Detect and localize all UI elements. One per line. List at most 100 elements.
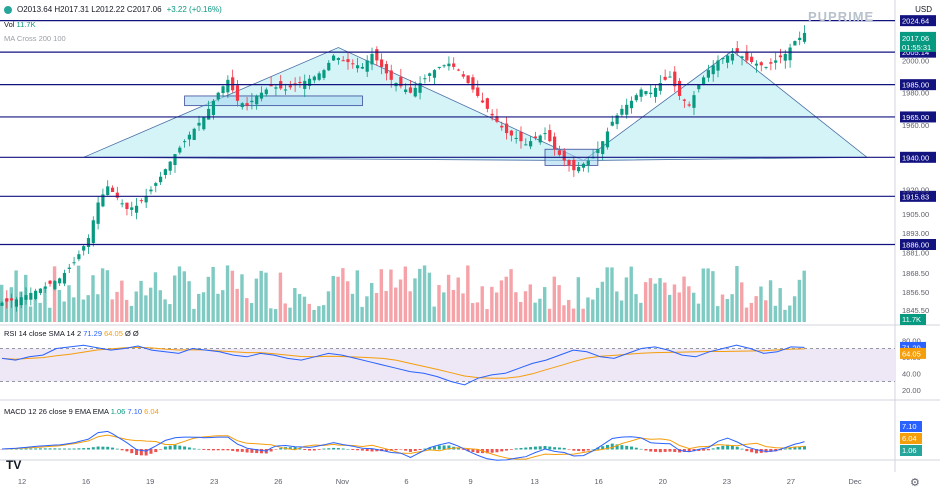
- macd-hist-bar: [197, 448, 201, 450]
- volume-bar: [643, 282, 648, 322]
- macd-hist-bar: [505, 449, 509, 451]
- macd-hist-bar: [495, 449, 499, 453]
- volume-bar: [100, 268, 105, 322]
- candle-body: [14, 299, 19, 307]
- candle-body: [149, 189, 153, 192]
- macd-hist-bar: [29, 448, 33, 450]
- volume-bar: [749, 302, 754, 322]
- candle-body: [682, 99, 686, 101]
- candle-body: [783, 53, 787, 61]
- volume-bar: [528, 284, 532, 322]
- candle-body: [134, 205, 139, 213]
- candle-body: [264, 89, 268, 95]
- currency-label[interactable]: USD: [915, 5, 932, 14]
- macd-legend[interactable]: MACD 12 26 close 9 EMA EMA 1.06 7.10 6.0…: [4, 407, 159, 416]
- candle-body: [701, 77, 706, 85]
- volume-bar: [658, 278, 662, 322]
- macd-badge-label: 7.10: [902, 422, 917, 431]
- gear-icon[interactable]: ⚙: [910, 477, 920, 489]
- volume-bar: [96, 294, 100, 322]
- volume-legend[interactable]: Vol 11.7K: [4, 20, 36, 29]
- volume-bar: [797, 279, 802, 322]
- macd-hist-bar: [327, 448, 331, 450]
- macd-hist-bar: [620, 445, 624, 450]
- candle-body: [120, 203, 124, 205]
- volume-badge-label: 11.7K: [902, 315, 921, 324]
- volume-bar: [735, 266, 739, 322]
- volume-bar: [57, 290, 62, 322]
- macd-hist-bar: [207, 449, 211, 451]
- level-label: 1985.00: [902, 81, 929, 90]
- macd-hist-bar: [567, 449, 571, 450]
- price-tick-label: 1980.00: [902, 89, 929, 98]
- volume-bar: [120, 280, 124, 322]
- macd-hist-bar: [159, 449, 163, 450]
- candle-body: [740, 56, 744, 58]
- volume-bar: [230, 270, 235, 322]
- volume-bar: [197, 293, 201, 322]
- volume-bar: [624, 277, 629, 322]
- macd-hist-bar: [644, 449, 648, 451]
- macd-hist-bar: [793, 447, 797, 450]
- volume-bar: [86, 295, 90, 322]
- x-tick-label: 26: [274, 477, 282, 486]
- candle-body: [404, 89, 408, 92]
- volume-bar: [730, 294, 734, 322]
- candle-body: [62, 273, 67, 284]
- candle-body: [567, 160, 571, 166]
- candle-body: [485, 98, 489, 109]
- volume-bar: [264, 272, 268, 322]
- volume-bar: [783, 309, 787, 322]
- candle-body: [125, 202, 129, 209]
- candle-body: [428, 73, 432, 76]
- rsi-legend[interactable]: RSI 14 close SMA 14 2 71.29 64.05 Ø Ø: [4, 329, 139, 338]
- ma-legend[interactable]: MA Cross 200 100: [4, 34, 66, 43]
- macd-hist-bar: [658, 449, 662, 453]
- volume-bar: [514, 292, 518, 322]
- macd-hist-bar: [303, 449, 307, 451]
- candle-body: [77, 254, 81, 260]
- volume-bar: [547, 308, 552, 322]
- macd-hist-bar: [240, 449, 244, 452]
- macd-hist-bar: [783, 448, 787, 450]
- macd-hist-bar: [106, 446, 110, 450]
- volume-bar: [581, 308, 585, 322]
- volume-bar: [398, 279, 403, 322]
- volume-bar: [38, 302, 42, 322]
- volume-bar: [172, 275, 177, 322]
- volume-bar: [619, 300, 624, 322]
- candle-body: [207, 108, 211, 120]
- volume-bar: [201, 292, 206, 322]
- candle-body: [298, 82, 302, 84]
- candle-body: [317, 73, 321, 80]
- macd-hist-bar: [581, 449, 585, 452]
- macd-hist-bar: [586, 449, 590, 451]
- macd-hist-bar: [332, 447, 336, 450]
- volume-bar: [696, 303, 701, 322]
- candle-body: [793, 41, 797, 46]
- x-tick-label: 9: [468, 477, 472, 486]
- candle-body: [476, 87, 480, 96]
- macd-hist-bar: [769, 449, 773, 452]
- macd-hist-bar: [14, 448, 18, 450]
- volume-bar: [470, 303, 475, 322]
- macd-hist-bar: [596, 447, 600, 450]
- rsi-sma-badge: [900, 347, 926, 359]
- macd-hist-bar: [514, 448, 518, 450]
- current-price-badge: [900, 31, 936, 52]
- macd-hist-bar: [716, 447, 720, 450]
- tradingview-logo[interactable]: TV: [6, 458, 22, 472]
- macd-hist-bar: [548, 446, 552, 450]
- macd-hist-bar: [533, 446, 537, 450]
- price-tick-label: 1856.50: [902, 288, 929, 297]
- volume-bar: [62, 301, 66, 322]
- volume-bar: [456, 277, 460, 322]
- volume-bar: [446, 274, 451, 322]
- candle-body: [351, 63, 355, 65]
- candle-body: [327, 62, 331, 71]
- candle-body: [341, 60, 345, 62]
- candle-body: [644, 91, 648, 95]
- candle-body: [312, 76, 316, 81]
